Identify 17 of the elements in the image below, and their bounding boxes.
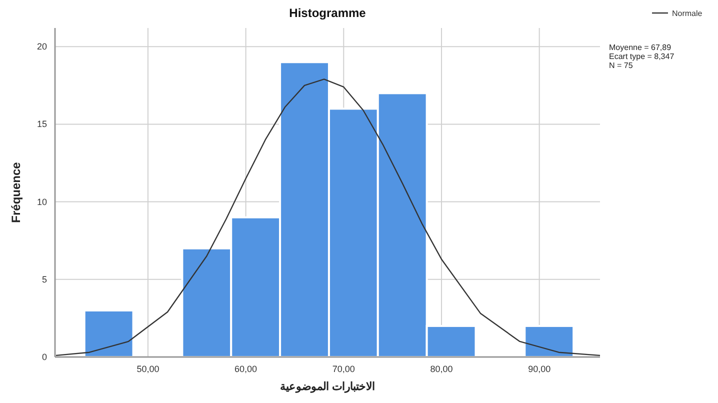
y-axis-title: Fréquence	[9, 162, 23, 223]
legend-label: Normale	[672, 9, 703, 18]
y-tick-label: 10	[36, 196, 47, 207]
y-tick-label: 5	[42, 274, 47, 284]
x-tick-label: 60,00	[234, 364, 258, 374]
text: Ecart type = 8,347	[609, 52, 675, 61]
chart-title: Histogramme	[289, 6, 366, 20]
text: Moyenne = 67,89	[609, 43, 672, 52]
x-tick-label: 70,00	[332, 364, 355, 374]
y-tick-label: 15	[36, 119, 47, 130]
x-tick-label: 50,00	[136, 364, 160, 374]
x-axis-title: الاختبارات الموضوعية	[280, 381, 376, 393]
x-tick-label: 90,00	[528, 364, 551, 374]
x-tick-label: 80,00	[430, 364, 453, 374]
y-tick-label: 20	[36, 42, 47, 52]
text: N = 75	[609, 61, 634, 70]
y-tick-label: 0	[42, 352, 47, 362]
